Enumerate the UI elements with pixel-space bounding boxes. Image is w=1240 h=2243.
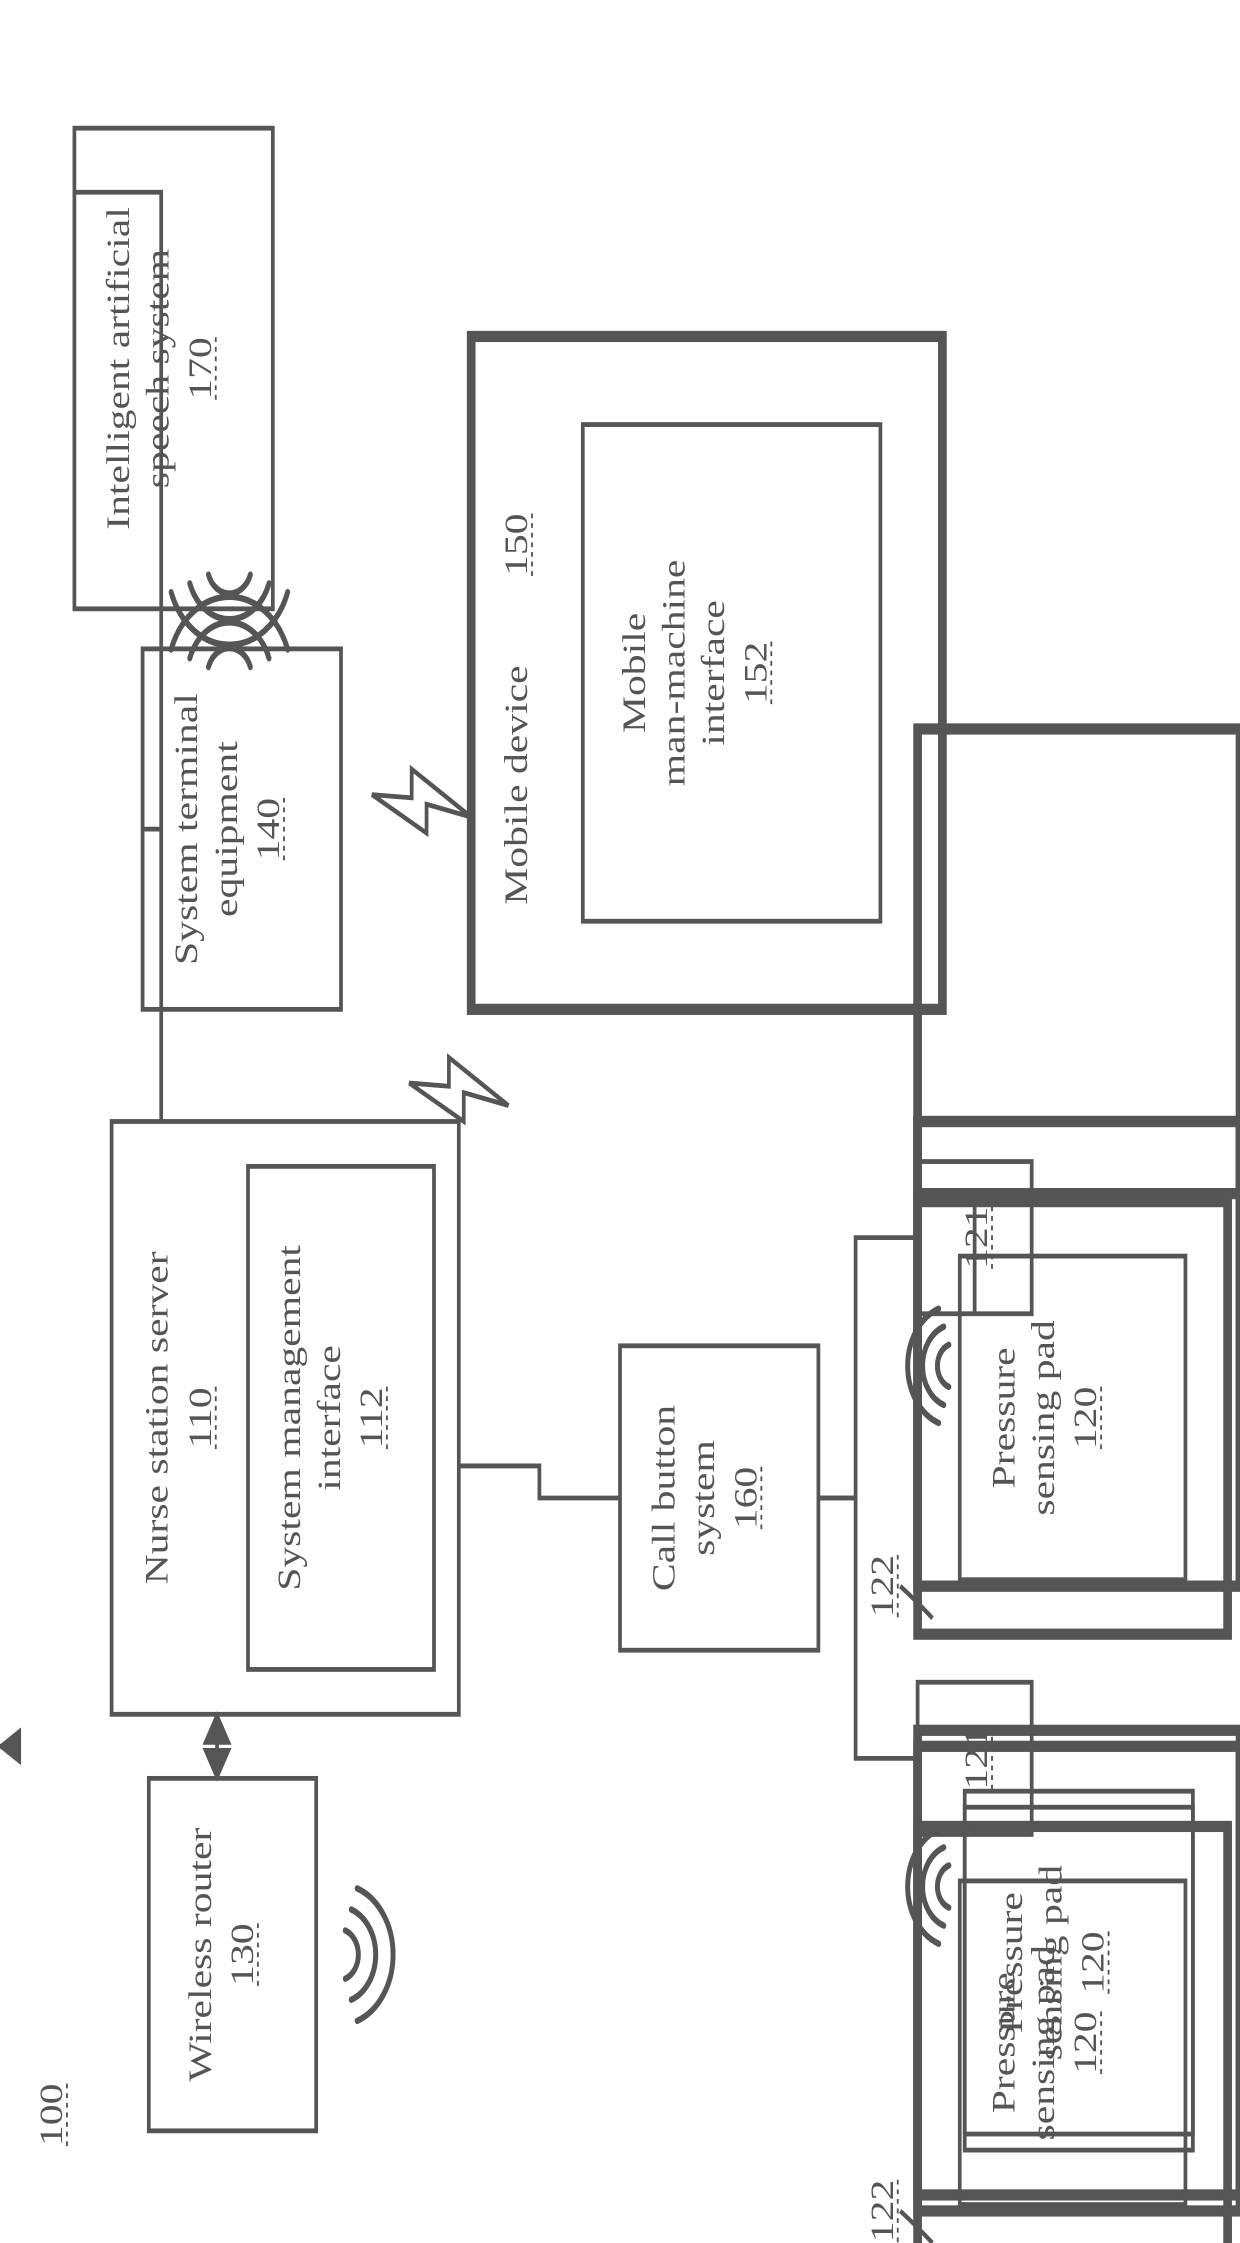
: 150 [499,513,534,575]
server-callbutton-link [459,1466,620,1498]
: System management [272,1244,307,1591]
: 121 [959,1206,994,1268]
wifi-arc [190,622,269,658]
: Wireless router [183,1827,218,2082]
: Mobile [617,613,652,733]
: 170 [183,337,218,399]
callout-122-a: 122 [865,2180,900,2242]
: 120 [1068,2011,1103,2073]
: equipment [209,740,244,917]
: Mobile device [499,665,534,904]
: 152 [739,642,774,704]
: interface [696,600,731,746]
nurse-server-label: Nurse station server [140,1251,175,1585]
callout-122-b: 122 [865,1555,900,1617]
: 121 [959,1727,994,1789]
: 120 [1076,1931,1111,1993]
: speech system [141,249,176,488]
: system [687,1440,722,1556]
wifi-arc [937,1345,948,1387]
: interface [312,1345,347,1491]
wifi-arc [345,1931,358,1979]
cb-to-121b [818,1238,917,1498]
lightning-icon [409,1057,508,1121]
wifi-arc [923,1327,944,1405]
: Pressure [987,1347,1022,1488]
wifi-arc [208,575,250,594]
: 140 [251,798,286,860]
figure-label: 100 [34,2084,69,2146]
: man-machine [657,560,692,787]
: Pressure [987,1972,1022,2113]
: 160 [729,1467,764,1529]
lightning-icon [372,769,471,833]
: sensing pad [1026,1320,1061,1516]
cb-to-121a [818,1498,917,1758]
: 130 [225,1923,260,1985]
wifi-arc [351,1909,375,1999]
wifi-arc [937,1865,948,1907]
nurse-server-num: 110 [183,1387,218,1448]
: System terminal [169,693,204,965]
wifi-arc [190,583,269,619]
: sensing pad [1026,1945,1061,2141]
wifi-arc [923,1847,944,1925]
: 112 [354,1387,389,1448]
: Intelligent artificial [101,207,136,530]
: Call button [647,1404,682,1591]
: 120 [1068,1387,1103,1449]
